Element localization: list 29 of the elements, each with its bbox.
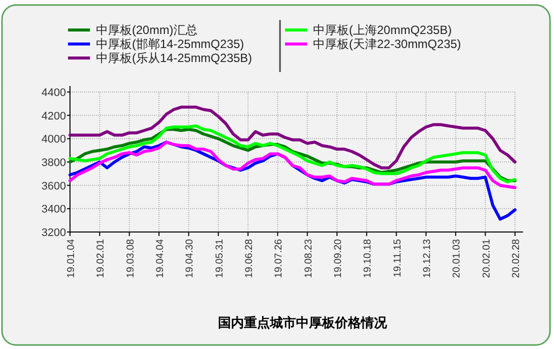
legend-label: 中厚板(上海20mmQ235B) xyxy=(313,23,452,37)
text: 国内重点城市中厚板价格情况 xyxy=(218,315,388,330)
y-tick-label: 3600 xyxy=(42,180,66,192)
x-tick-label: 20.02.28 xyxy=(511,238,522,278)
x-tick-label: 19.05.31 xyxy=(214,238,226,278)
x-tick-label: 19.12.13 xyxy=(422,238,433,278)
x-tick-label: 19.06.28 xyxy=(244,238,255,278)
y-tick-label: 3400 xyxy=(42,204,66,216)
x-tick-label: 19.09.20 xyxy=(333,238,344,278)
x-tick-label: 19.04.30 xyxy=(184,238,196,278)
y-tick-label: 4000 xyxy=(42,134,66,146)
y-tick-label: 4200 xyxy=(42,110,66,122)
x-tick-label: 19.08.23 xyxy=(303,238,314,278)
x-tick-label: 20.02.01 xyxy=(481,238,492,278)
legend-label: 中厚板(邯郸14-25mmQ235) xyxy=(96,37,244,51)
x-tick-label: 19.11.15 xyxy=(392,238,404,278)
y-tick-label: 3200 xyxy=(42,227,66,239)
legend-label: 中厚板(20mm)汇总 xyxy=(96,23,198,37)
x-tick-label: 20.01.03 xyxy=(452,238,463,278)
y-tick-label: 4400 xyxy=(42,87,66,99)
x-tick-label: 19.02.01 xyxy=(96,238,107,278)
x-tick-label: 19.10.18 xyxy=(362,238,374,278)
legend-label: 中厚板(天津22-30mmQ235) xyxy=(313,37,462,51)
x-tick-label: 19.01.04 xyxy=(66,238,77,278)
x-tick-label: 19.04.04 xyxy=(155,238,166,278)
y-tick-label: 3800 xyxy=(42,157,66,169)
legend-label: 中厚板(乐从14-25mmQ235B) xyxy=(96,51,252,65)
x-tick-label: 19.03.08 xyxy=(125,238,136,278)
x-tick-label: 19.07.26 xyxy=(274,238,285,278)
